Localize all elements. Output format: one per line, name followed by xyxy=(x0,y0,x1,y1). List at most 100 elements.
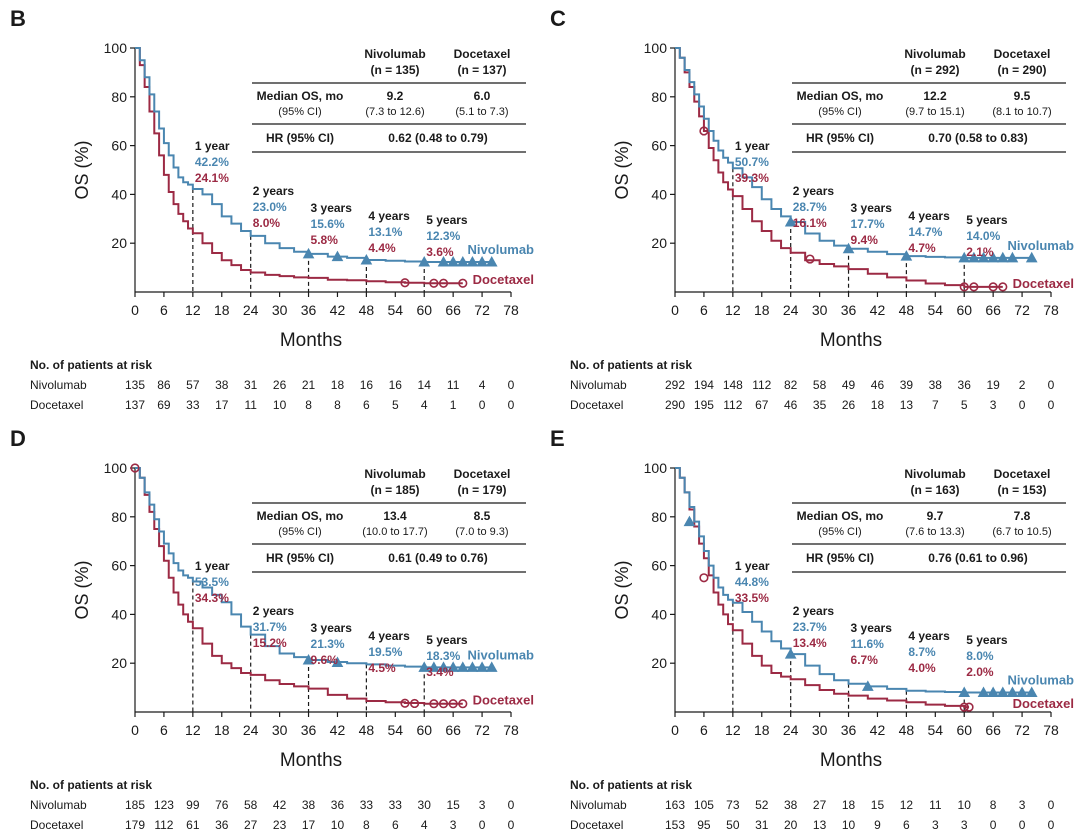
risk-count-docetaxel: 67 xyxy=(755,398,769,412)
landmark-docetaxel-value: 9.4% xyxy=(851,233,879,247)
table-docetaxel-n: (n = 137) xyxy=(457,63,506,77)
landmark-docetaxel-value: 34.3% xyxy=(195,591,229,605)
nivolumab-censor-mark xyxy=(456,255,469,267)
risk-table-title: No. of patients at risk xyxy=(570,358,692,372)
landmark-docetaxel-value: 13.4% xyxy=(793,636,827,650)
table-nivolumab-n: (n = 185) xyxy=(370,483,419,497)
risk-count-nivolumab: 112 xyxy=(752,378,771,392)
risk-count-nivolumab: 14 xyxy=(418,378,432,392)
table-docetaxel-ci: (8.1 to 10.7) xyxy=(992,106,1051,118)
nivolumab-censor-mark xyxy=(784,215,797,227)
y-tick-label: 40 xyxy=(111,186,127,202)
risk-count-nivolumab: 38 xyxy=(929,378,943,392)
risk-row-label-docetaxel: Docetaxel xyxy=(570,398,623,412)
table-docetaxel-median: 9.5 xyxy=(1014,89,1031,103)
risk-count-nivolumab: 26 xyxy=(273,378,287,392)
table-nivolumab-header: Nivolumab xyxy=(904,467,965,481)
nivolumab-censor-mark xyxy=(331,656,344,667)
risk-row-label-nivolumab: Nivolumab xyxy=(30,378,87,392)
y-tick-label: 20 xyxy=(111,235,127,251)
landmark-nivolumab-value: 23.0% xyxy=(253,200,287,214)
table-hr-value: 0.62 (0.48 to 0.79) xyxy=(388,131,487,145)
table-hr-label: HR (95% CI) xyxy=(806,551,874,565)
risk-count-docetaxel: 10 xyxy=(842,818,856,832)
risk-table-title: No. of patients at risk xyxy=(30,358,152,372)
risk-count-docetaxel: 0 xyxy=(1048,398,1055,412)
risk-count-nivolumab: 123 xyxy=(154,798,174,812)
table-hr-value: 0.70 (0.58 to 0.83) xyxy=(928,131,1027,145)
risk-count-nivolumab: 49 xyxy=(842,378,856,392)
risk-count-docetaxel: 290 xyxy=(665,398,685,412)
table-docetaxel-header: Docetaxel xyxy=(454,467,511,481)
risk-count-nivolumab: 21 xyxy=(302,378,316,392)
risk-count-nivolumab: 18 xyxy=(331,378,345,392)
x-tick-label: 42 xyxy=(870,302,886,318)
x-tick-label: 78 xyxy=(503,302,519,318)
table-ci-label: (95% CI) xyxy=(818,526,861,538)
x-tick-label: 54 xyxy=(388,302,404,318)
landmark-docetaxel-value: 4.7% xyxy=(908,241,936,255)
landmark-docetaxel-value: 39.3% xyxy=(735,171,769,185)
y-tick-label: 20 xyxy=(651,235,667,251)
x-tick-label: 42 xyxy=(330,302,346,318)
table-nivolumab-median: 9.2 xyxy=(387,89,404,103)
x-tick-label: 54 xyxy=(388,722,404,738)
table-median-label: Median OS, mo xyxy=(797,509,884,523)
risk-count-nivolumab: 46 xyxy=(871,378,885,392)
nivolumab-censor-mark xyxy=(466,255,479,267)
risk-count-docetaxel: 10 xyxy=(273,398,287,412)
risk-count-nivolumab: 135 xyxy=(125,378,145,392)
risk-count-docetaxel: 0 xyxy=(990,818,997,832)
landmark-docetaxel-value: 3.4% xyxy=(426,665,454,679)
table-nivolumab-ci: (7.3 to 12.6) xyxy=(365,106,424,118)
nivolumab-censor-mark xyxy=(958,251,971,263)
nivolumab-censor-mark xyxy=(476,255,488,267)
x-tick-label: 66 xyxy=(985,302,1001,318)
landmark-docetaxel-value: 2.1% xyxy=(966,245,994,259)
landmark-nivolumab-value: 23.7% xyxy=(793,620,827,634)
table-nivolumab-median: 12.2 xyxy=(923,89,947,103)
landmark-nivolumab-value: 14.7% xyxy=(908,225,942,239)
table-nivolumab-median: 13.4 xyxy=(383,509,407,523)
nivolumab-censor-mark xyxy=(996,686,1009,697)
nivolumab-censor-mark xyxy=(1016,686,1028,697)
risk-count-nivolumab: 15 xyxy=(871,798,885,812)
risk-row-label-docetaxel: Docetaxel xyxy=(570,818,623,832)
x-tick-label: 12 xyxy=(725,722,741,738)
risk-row-label-docetaxel: Docetaxel xyxy=(30,818,83,832)
risk-count-nivolumab: 0 xyxy=(508,378,515,392)
risk-count-docetaxel: 0 xyxy=(479,398,486,412)
risk-count-nivolumab: 27 xyxy=(813,798,827,812)
table-median-label: Median OS, mo xyxy=(257,509,344,523)
x-tick-label: 42 xyxy=(870,722,886,738)
nivolumab-censor-mark xyxy=(900,250,913,261)
risk-count-docetaxel: 5 xyxy=(392,398,399,412)
risk-count-docetaxel: 95 xyxy=(697,818,711,832)
nivolumab-censor-mark xyxy=(485,255,498,267)
risk-count-nivolumab: 18 xyxy=(842,798,856,812)
risk-count-nivolumab: 3 xyxy=(479,798,486,812)
risk-count-docetaxel: 17 xyxy=(215,398,229,412)
risk-count-nivolumab: 42 xyxy=(273,798,287,812)
nivolumab-series-label: Nivolumab xyxy=(468,647,535,662)
nivolumab-censor-mark xyxy=(447,661,460,672)
nivolumab-censor-mark xyxy=(428,661,440,672)
x-tick-label: 60 xyxy=(416,302,432,318)
risk-count-docetaxel: 0 xyxy=(508,398,515,412)
y-axis-label: OS (%) xyxy=(72,560,92,619)
risk-count-docetaxel: 61 xyxy=(186,818,200,832)
nivolumab-censor-mark xyxy=(466,661,479,672)
nivolumab-censor-mark xyxy=(1006,686,1019,697)
table-docetaxel-header: Docetaxel xyxy=(994,467,1051,481)
risk-count-nivolumab: 33 xyxy=(360,798,374,812)
risk-row-label-docetaxel: Docetaxel xyxy=(30,398,83,412)
y-tick-label: 80 xyxy=(651,509,667,525)
risk-count-nivolumab: 52 xyxy=(755,798,769,812)
risk-count-nivolumab: 2 xyxy=(1019,378,1026,392)
risk-count-docetaxel: 9 xyxy=(874,818,881,832)
km-panel-b: B 20 40 60 80 100 0 6 12 18 24 30 36 42 48 54 60 66 72 78 Mo… xyxy=(0,0,540,420)
risk-count-docetaxel: 4 xyxy=(421,818,428,832)
risk-count-docetaxel: 3 xyxy=(450,818,457,832)
landmark-label: 2 years xyxy=(253,184,295,198)
